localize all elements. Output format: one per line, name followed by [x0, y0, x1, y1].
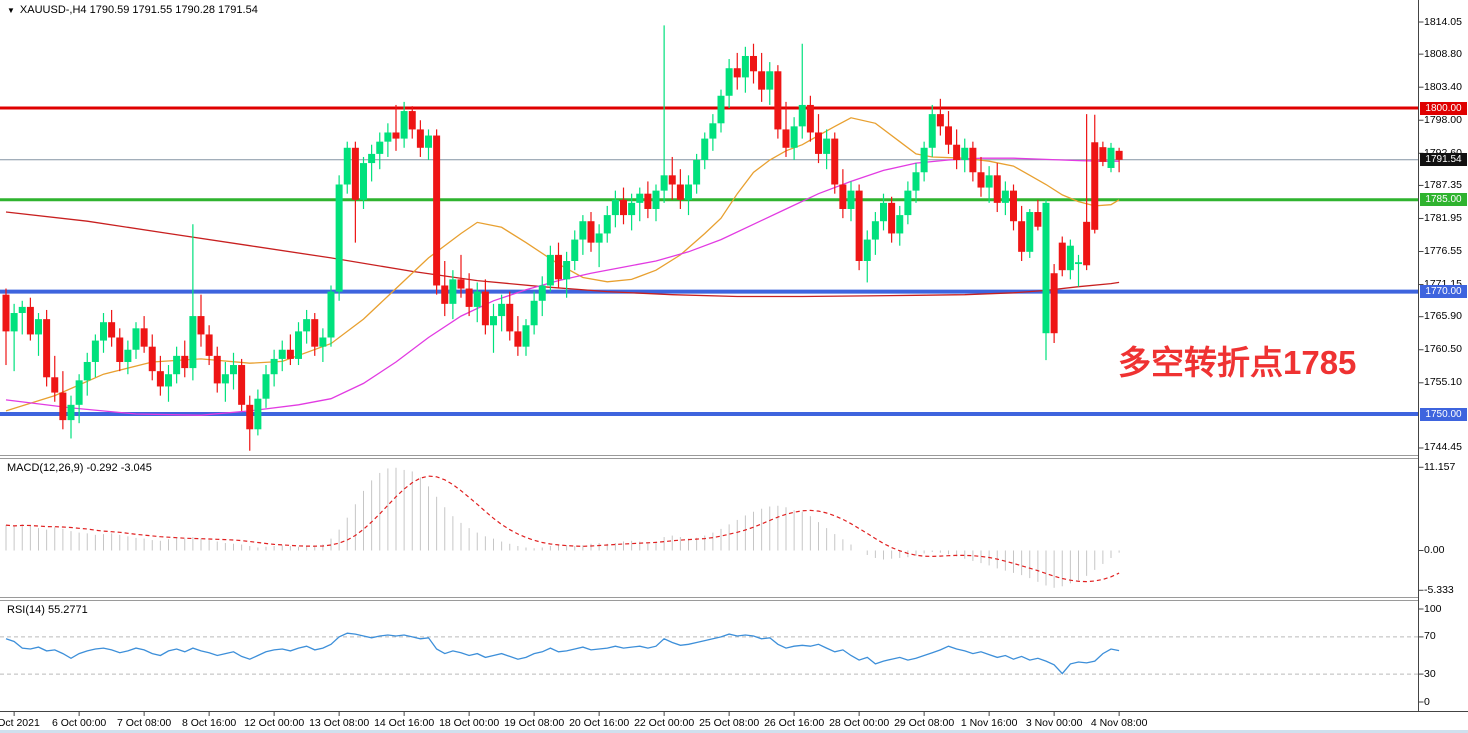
price-axis-label: 1760.50 [1424, 343, 1462, 356]
time-axis-label: 19 Oct 08:00 [504, 717, 565, 729]
time-axis-label: 20 Oct 16:00 [569, 717, 630, 729]
time-axis-label: 6 Oct 00:00 [51, 717, 107, 729]
rsi-indicator-label: RSI(14) 55.2771 [7, 604, 88, 616]
rsi-axis-label: 100 [1424, 602, 1442, 615]
macd-indicator-label: MACD(12,26,9) -0.292 -3.045 [7, 462, 152, 474]
price-axis-label: 1744.45 [1424, 441, 1462, 454]
time-axis-label: 3 Nov 00:00 [1025, 717, 1083, 729]
price-axis-label: 1755.10 [1424, 376, 1462, 389]
price-badge: 1791.54 [1420, 153, 1467, 167]
macd-axis-label: 0.00 [1424, 544, 1445, 556]
ohlc-label: XAUUSD-,H4 1790.59 1791.55 1790.28 1791.… [19, 4, 258, 16]
time-axis-label: 7 Oct 08:00 [116, 717, 172, 729]
window-bottom-strip [0, 730, 1468, 733]
price-axis-label: 1808.80 [1424, 47, 1462, 60]
rsi-axis-label: 0 [1424, 695, 1430, 708]
price-axis-label: 1814.05 [1424, 15, 1462, 28]
time-axis-label: 14 Oct 16:00 [374, 717, 435, 729]
time-axis-label: 25 Oct 08:00 [699, 717, 760, 729]
macd-axis-label: 11.157 [1424, 460, 1456, 473]
time-axis-label: 29 Oct 08:00 [894, 717, 955, 729]
time-axis-label: 28 Oct 00:00 [829, 717, 890, 729]
price-badge: 1800.00 [1420, 101, 1467, 115]
time-axis-label: 4 Nov 08:00 [1090, 717, 1148, 729]
price-axis-label: 1781.95 [1424, 211, 1462, 224]
rsi-axis-label: 70 [1424, 630, 1436, 643]
price-axis-label: 1776.55 [1424, 245, 1462, 257]
time-axis-label: 22 Oct 00:00 [634, 717, 695, 729]
time-axis-label: 8 Oct 16:00 [181, 717, 237, 729]
time-axis-label: 18 Oct 00:00 [439, 717, 500, 729]
price-badge: 1770.00 [1420, 285, 1467, 299]
chart-ohlc-header: ▼ XAUUSD-,H4 1790.59 1791.55 1790.28 179… [7, 4, 258, 16]
symbol-dropdown-icon[interactable]: ▼ [7, 5, 15, 15]
time-axis-label: 4 Oct 2021 [0, 717, 40, 729]
price-axis-label: 1798.00 [1424, 113, 1462, 126]
macd-axis-label: -5.333 [1424, 583, 1454, 596]
rsi-axis-label: 30 [1424, 667, 1436, 680]
price-badge: 1750.00 [1420, 407, 1467, 421]
time-axis-label: 12 Oct 00:00 [244, 717, 305, 729]
chart-annotation-text: 多空转折点1785 [1118, 344, 1357, 381]
time-axis-label: 1 Nov 16:00 [960, 717, 1018, 729]
time-axis-label: 13 Oct 08:00 [309, 717, 370, 729]
time-axis-label: 26 Oct 16:00 [764, 717, 825, 729]
price-axis-label: 1803.40 [1424, 80, 1462, 93]
price-badge: 1785.00 [1420, 193, 1467, 207]
price-axis-label: 1765.90 [1424, 310, 1462, 323]
price-axis-label: 1787.35 [1424, 178, 1462, 191]
